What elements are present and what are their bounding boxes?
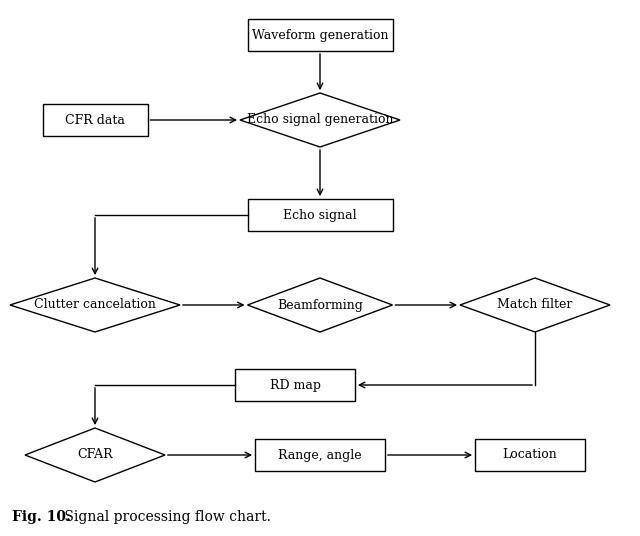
Polygon shape	[10, 278, 180, 332]
Polygon shape	[460, 278, 610, 332]
Text: Range, angle: Range, angle	[278, 449, 362, 461]
Text: Clutter cancelation: Clutter cancelation	[34, 299, 156, 311]
Text: Match filter: Match filter	[497, 299, 573, 311]
Polygon shape	[240, 93, 400, 147]
Polygon shape	[248, 278, 392, 332]
Text: Echo signal: Echo signal	[283, 209, 357, 221]
Text: RD map: RD map	[269, 378, 321, 391]
Text: CFAR: CFAR	[77, 449, 113, 461]
Text: Signal processing flow chart.: Signal processing flow chart.	[60, 510, 271, 524]
Bar	[248, 19, 392, 51]
Bar	[475, 439, 585, 471]
Bar	[235, 369, 355, 401]
Text: Location: Location	[502, 449, 557, 461]
Text: Echo signal generation: Echo signal generation	[247, 114, 393, 126]
Bar	[255, 439, 385, 471]
Bar	[42, 104, 147, 136]
Text: CFR data: CFR data	[65, 114, 125, 126]
Text: Beamforming: Beamforming	[277, 299, 363, 311]
Text: Fig. 10.: Fig. 10.	[12, 510, 71, 524]
Bar	[248, 199, 392, 231]
Polygon shape	[25, 428, 165, 482]
Text: Waveform generation: Waveform generation	[252, 28, 388, 41]
